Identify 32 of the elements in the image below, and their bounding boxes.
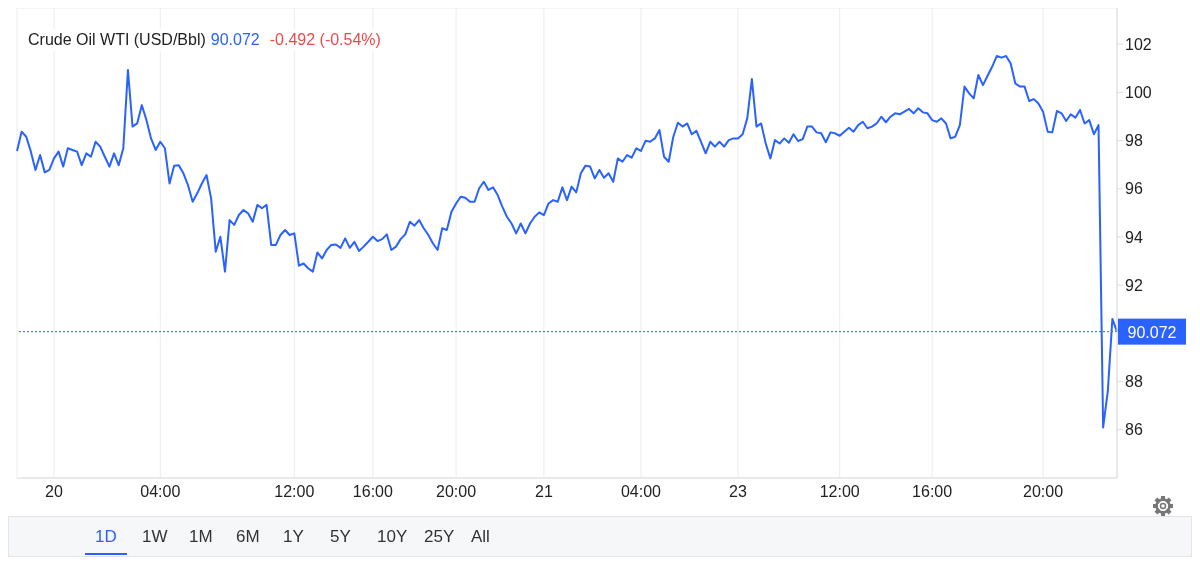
text: Crude Oil WTI (USD/Bbl) bbox=[28, 31, 206, 48]
x-tick-label: 16:00 bbox=[352, 483, 393, 501]
x-tick-label: 20 bbox=[45, 483, 63, 501]
y-tick-label: 92 bbox=[1125, 276, 1143, 294]
text: 5Y bbox=[329, 527, 352, 548]
text: 10Y bbox=[376, 527, 409, 548]
x-tick-label: 04:00 bbox=[620, 483, 662, 501]
x-tick-label: 04:00 bbox=[140, 483, 181, 501]
x-tick-label: 12:00 bbox=[274, 483, 315, 501]
x-tick-label: 21 bbox=[534, 483, 553, 501]
text: 1Y bbox=[282, 527, 305, 548]
annotation: -0.492 (-0.54%) bbox=[269, 31, 381, 48]
text: 25Y bbox=[423, 527, 456, 548]
ref-line-label: 90.072 bbox=[1127, 323, 1177, 341]
x-tick-label: 20:00 bbox=[436, 483, 477, 501]
text: 1W bbox=[141, 527, 169, 548]
y-tick-label: 98 bbox=[1125, 132, 1143, 150]
x-tick-label: 12:00 bbox=[819, 483, 860, 501]
text: All bbox=[470, 527, 491, 548]
annotation: 90.072 bbox=[210, 31, 260, 48]
text: 6M bbox=[235, 527, 261, 548]
y-tick-label: 96 bbox=[1125, 180, 1143, 198]
x-tick-label: 16:00 bbox=[912, 483, 953, 501]
text: 1D bbox=[85, 527, 127, 555]
y-tick-label: 94 bbox=[1125, 228, 1143, 246]
y-tick-label: 86 bbox=[1125, 421, 1143, 439]
y-tick-label: 102 bbox=[1125, 35, 1152, 53]
text: 1M bbox=[188, 527, 214, 548]
x-tick-label: 20:00 bbox=[1023, 483, 1064, 501]
y-tick-label: 100 bbox=[1125, 84, 1152, 102]
x-tick-label: 23 bbox=[729, 483, 748, 501]
y-tick-label: 88 bbox=[1125, 373, 1143, 391]
